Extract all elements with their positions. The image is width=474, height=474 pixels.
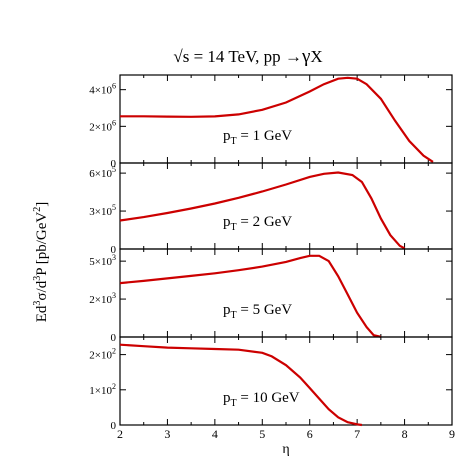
y-tick-label: 6×105 [89, 165, 116, 180]
y-tick-label: 4×106 [89, 82, 116, 97]
panel-frame-2 [119, 162, 453, 250]
x-tick-label: 3 [164, 427, 170, 441]
chart-title: √s = 14 TeV, pp →γX [173, 46, 322, 67]
series-line-3 [119, 254, 382, 338]
y-tick-label: 2×102 [89, 347, 116, 362]
panel-frame-4 [119, 336, 453, 426]
title-rest: = 14 TeV, pp [189, 47, 285, 66]
panels: 0 2×106 4×106 pT = 1 GeV 0 3×105 6×105 pT = 2 G… [89, 74, 455, 441]
y-tick-label: 2×106 [89, 118, 116, 133]
y-tick-label: 3×105 [89, 203, 116, 218]
y-tick-label: 0 [111, 158, 117, 170]
series-line-1 [120, 76, 434, 163]
title-sqrt: √ [173, 47, 183, 66]
y-tick-label: 0 [111, 420, 117, 432]
x-tick-label: 5 [259, 427, 265, 441]
y-tick-label: 2×103 [89, 291, 116, 306]
x-tick-label: 6 [307, 427, 313, 441]
x-tick-label: 9 [449, 427, 455, 441]
y-tick-label: 1×102 [89, 382, 116, 397]
y-tick-label: 0 [111, 244, 117, 256]
x-tick-label: 8 [402, 427, 408, 441]
y-tick-label: 0 [111, 332, 117, 344]
x-tick-label: 4 [212, 427, 218, 441]
title-gamma: γ [301, 46, 310, 67]
title-s: s [183, 47, 190, 66]
y-tick-label: 5×103 [89, 253, 116, 268]
x-tick-label: 7 [354, 427, 360, 441]
title-arrow: → [285, 47, 302, 66]
series-line-4 [119, 343, 363, 427]
panel-label-2: pT = 2 GeV [223, 214, 292, 233]
panel-label-3: pT = 5 GeV [223, 302, 292, 321]
x-axis-label: η [282, 442, 289, 457]
panel-label-4: pT = 10 GeV [223, 390, 300, 409]
panel-label-1: pT = 1 GeV [223, 128, 292, 147]
series-line-2 [119, 171, 406, 250]
y-axis-label: Ed3σ/d3P [pb/GeV2] [32, 202, 50, 322]
panel-frame-1 [119, 74, 453, 164]
x-tick-label: 2 [117, 427, 123, 441]
title-x: X [310, 47, 322, 66]
